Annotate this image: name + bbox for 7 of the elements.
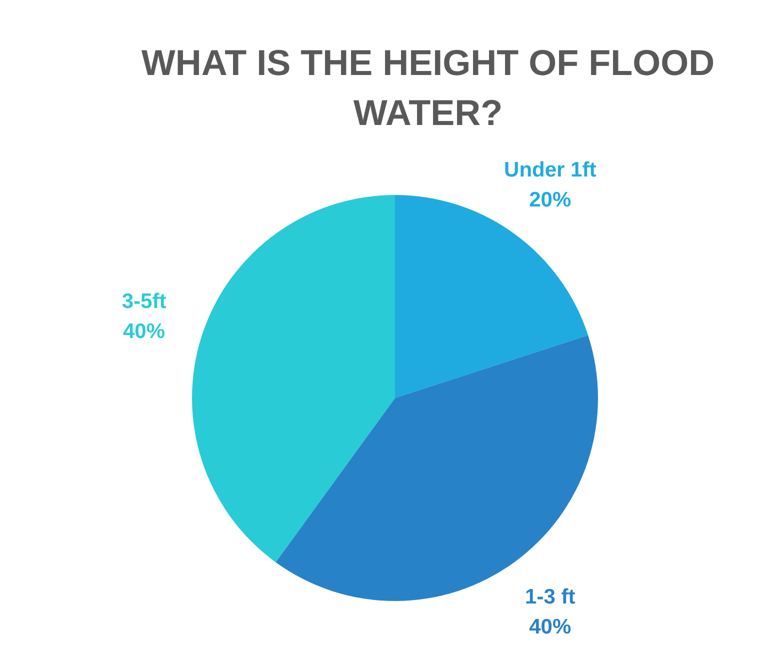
data-label: 40% <box>529 615 572 638</box>
data-label: 20% <box>529 188 572 212</box>
chart-title: WHAT IS THE HEIGHT OF FLOOD WATER? <box>140 41 716 135</box>
data-label: 40% <box>123 320 166 344</box>
slice-label: 1-3 ft <box>525 585 576 608</box>
slice-label: 3-5ft <box>122 290 166 314</box>
slice-label: Under 1ft <box>504 158 596 182</box>
